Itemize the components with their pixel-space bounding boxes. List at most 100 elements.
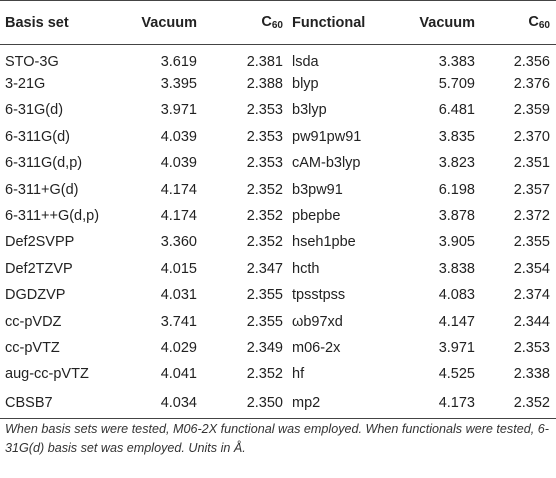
- cell-functional: b3pw91: [292, 181, 343, 198]
- cell-functional: hcth: [292, 260, 320, 277]
- cell-basis-vacuum: 4.174: [160, 208, 197, 225]
- table-row: 6-31G(d) 3.971 2.353 b3lyp 6.481 2.359: [0, 97, 556, 123]
- cell-basis-set: STO-3G: [5, 53, 59, 70]
- cell-functional-c60: 2.356: [513, 53, 550, 70]
- cell-basis-vacuum: 3.395: [160, 76, 197, 93]
- cell-basis-set: cc-pVTZ: [5, 339, 60, 356]
- cell-functional: b3lyp: [292, 102, 327, 119]
- header-basis-set: Basis set: [0, 0, 113, 45]
- header-functional: Functional: [289, 0, 391, 45]
- cell-basis-c60: 2.350: [203, 387, 289, 419]
- results-table: Basis set Vacuum C60 Functional Vacuum C…: [0, 0, 556, 419]
- header-row: Basis set Vacuum C60 Functional Vacuum C…: [0, 0, 556, 45]
- header-c60-functional-sub: 60: [538, 20, 550, 31]
- cell-functional-vacuum: 3.823: [438, 155, 475, 172]
- cell-functional: cAM-b3lyp: [292, 155, 361, 172]
- cell-functional: ωb97xd: [292, 313, 343, 330]
- cell-functional-c60: 2.359: [513, 102, 550, 119]
- cell-basis-set: 6-31G(d): [5, 102, 64, 119]
- table-row: 6-311+G(d) 4.174 2.352 b3pw91 6.198 2.357: [0, 176, 556, 202]
- cell-functional-c60: 2.355: [513, 234, 550, 251]
- cell-functional-vacuum: 6.198: [438, 181, 475, 198]
- cell-basis-vacuum: 3.619: [160, 53, 197, 70]
- table-row: cc-pVTZ 4.029 2.349 m06-2x 3.971 2.353: [0, 335, 556, 361]
- cell-functional-vacuum: 4.083: [438, 287, 475, 304]
- cell-basis-c60: 2.388: [246, 76, 283, 93]
- table-row: DGDZVP 4.031 2.355 tpsstpss 4.083 2.374: [0, 282, 556, 308]
- cell-functional-c60: 2.353: [513, 339, 550, 356]
- header-c60-functional: C60: [481, 0, 556, 45]
- cell-functional: hseh1pbe: [292, 234, 356, 251]
- cell-basis-set: Def2TZVP: [5, 260, 73, 277]
- cell-functional: m06-2x: [292, 339, 341, 356]
- table-header: Basis set Vacuum C60 Functional Vacuum C…: [0, 0, 556, 45]
- cell-basis-set: 6-311+G(d): [5, 181, 79, 198]
- cell-functional-c60: 2.338: [513, 366, 550, 383]
- cell-functional-c60: 2.357: [513, 181, 550, 198]
- header-c60-basis: C60: [203, 0, 289, 45]
- cell-basis-set: aug-cc-pVTZ: [5, 366, 89, 383]
- cell-functional-vacuum: 6.481: [438, 102, 475, 119]
- header-vacuum-basis: Vacuum: [113, 0, 203, 45]
- cell-basis-set: 6-311G(d,p): [5, 155, 83, 172]
- table-row: aug-cc-pVTZ 4.041 2.352 hf 4.525 2.338: [0, 361, 556, 387]
- cell-basis-set: Def2SVPP: [5, 234, 75, 251]
- cell-basis-c60: 2.352: [246, 366, 283, 383]
- table-row: Def2SVPP 3.360 2.352 hseh1pbe 3.905 2.355: [0, 229, 556, 255]
- cell-functional: pbepbe: [292, 208, 341, 225]
- cell-functional: hf: [292, 366, 305, 383]
- cell-functional-c60: 2.354: [513, 260, 550, 277]
- cell-functional-vacuum: 3.383: [438, 53, 475, 70]
- cell-basis-c60: 2.355: [246, 313, 283, 330]
- cell-basis-vacuum: 4.031: [160, 287, 197, 304]
- table-row: 3-21G 3.395 2.388 blyp 5.709 2.376: [0, 71, 556, 97]
- cell-functional-c60: 2.351: [513, 155, 550, 172]
- table-row: 6-311G(d,p) 4.039 2.353 cAM-b3lyp 3.823 2.351: [0, 150, 556, 176]
- cell-basis-c60: 2.347: [246, 260, 283, 277]
- header-c60-basis-sub: 60: [271, 20, 283, 31]
- cell-functional-vacuum: 3.878: [438, 208, 475, 225]
- cell-functional: tpsstpss: [292, 287, 346, 304]
- table-row: STO-3G 3.619 2.381 lsda 3.383 2.356: [0, 45, 556, 71]
- cell-functional-c60: 2.370: [513, 128, 550, 145]
- cell-functional-vacuum: 3.905: [438, 234, 475, 251]
- cell-functional-vacuum: 3.838: [438, 260, 475, 277]
- cell-basis-c60: 2.349: [246, 339, 283, 356]
- header-c60-basis-base: C: [261, 14, 272, 30]
- cell-basis-vacuum: 3.971: [160, 102, 197, 119]
- header-vacuum-functional: Vacuum: [391, 0, 481, 45]
- cell-basis-set: 6-311++G(d,p): [5, 208, 100, 225]
- cell-functional-c60: 2.374: [513, 287, 550, 304]
- cell-functional-vacuum: 3.835: [438, 128, 475, 145]
- table-row: Def2TZVP 4.015 2.347 hcth 3.838 2.354: [0, 256, 556, 282]
- cell-functional-vacuum: 4.147: [438, 313, 475, 330]
- cell-basis-vacuum: 3.360: [160, 234, 197, 251]
- cell-basis-c60: 2.353: [246, 102, 283, 119]
- cell-basis-vacuum: 4.034: [113, 387, 203, 419]
- header-c60-functional-base: C: [528, 14, 539, 30]
- cell-basis-vacuum: 4.041: [160, 366, 197, 383]
- cell-functional-vacuum: 5.709: [438, 76, 475, 93]
- cell-basis-vacuum: 4.029: [160, 339, 197, 356]
- cell-basis-set: 6-311G(d): [5, 128, 71, 145]
- cell-basis-set: 3-21G: [5, 76, 46, 93]
- cell-functional-c60: 2.376: [513, 76, 550, 93]
- table-row: cc-pVDZ 3.741 2.355 ωb97xd 4.147 2.344: [0, 308, 556, 334]
- cell-functional-c60: 2.372: [513, 208, 550, 225]
- table-row: 6-311G(d) 4.039 2.353 pw91pw91 3.835 2.370: [0, 124, 556, 150]
- cell-functional: pw91pw91: [292, 128, 362, 145]
- cell-basis-vacuum: 4.015: [160, 260, 197, 277]
- cell-basis-vacuum: 4.039: [160, 128, 197, 145]
- cell-basis-c60: 2.381: [246, 53, 283, 70]
- cell-basis-set: cc-pVDZ: [5, 313, 62, 330]
- cell-functional-vacuum: 4.525: [438, 366, 475, 383]
- cell-basis-c60: 2.355: [246, 287, 283, 304]
- cell-basis-set: CBSB7: [0, 387, 113, 419]
- cell-basis-set: DGDZVP: [5, 287, 66, 304]
- cell-functional-vacuum: 3.971: [438, 339, 475, 356]
- table-body: STO-3G 3.619 2.381 lsda 3.383 2.356 3-21G 3.395…: [0, 45, 556, 419]
- cell-functional-c60: 2.352: [481, 387, 556, 419]
- table-row: CBSB7 4.034 2.350 mp2 4.173 2.352: [0, 387, 556, 419]
- table-footnote: When basis sets were tested, M06-2X func…: [5, 422, 549, 455]
